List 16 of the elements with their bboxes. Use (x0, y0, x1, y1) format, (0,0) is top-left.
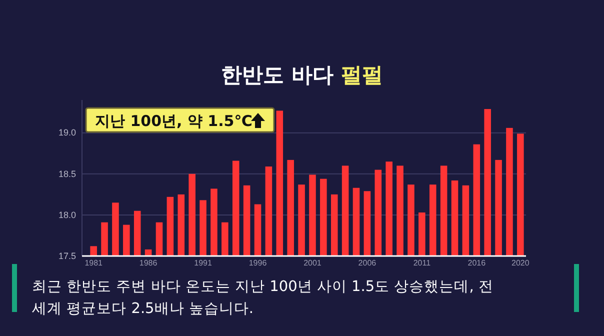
x-tick-label: 1981 (84, 258, 104, 268)
annotation: 지난 100년, 약 1.5℃ (95, 112, 252, 130)
y-tick-label: 17.5 (58, 250, 76, 261)
x-tick-label: 1986 (139, 258, 158, 268)
x-tick-label: 2001 (304, 258, 322, 268)
y-tick-label: 18.0 (58, 210, 76, 220)
x-tick-label: 1991 (194, 258, 212, 268)
x-tick-label: 2020 (512, 258, 530, 268)
text: 최근 한반도 주변 바다 온도는 지난 100년 사이 1.5도 상승했는데, 전 세계 평균보다 2.5배나 높습니다. (18, 272, 516, 324)
y-tick-label: 18.5 (58, 168, 76, 179)
x-tick-label: 1996 (248, 258, 268, 268)
x-tick-label: 2016 (468, 258, 486, 268)
y-tick-label: 19.0 (58, 128, 76, 138)
x-tick-label: 2011 (413, 258, 432, 268)
chart-title: 한반도 바다 펄펄 (221, 63, 383, 87)
x-tick-label: 2006 (358, 258, 377, 268)
